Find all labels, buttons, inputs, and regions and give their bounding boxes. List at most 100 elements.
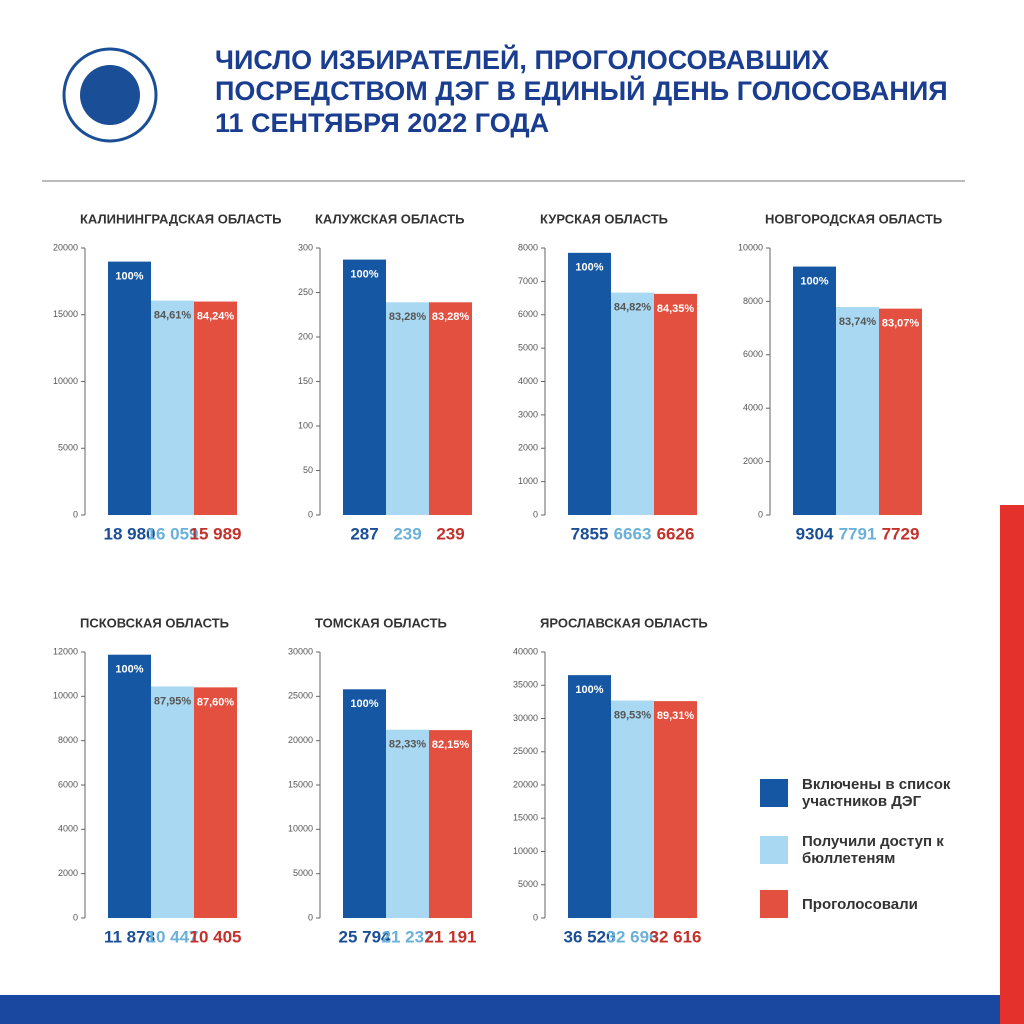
y-tick-label: 0 xyxy=(758,509,763,519)
percent-label: 100% xyxy=(575,684,603,696)
y-tick-label: 0 xyxy=(73,912,78,922)
bar xyxy=(151,686,194,918)
percent-label: 87,60% xyxy=(197,696,235,708)
y-tick-label: 100 xyxy=(298,420,313,430)
legend-label: Получили доступ к бюллетеням xyxy=(802,833,944,867)
bar xyxy=(151,300,194,515)
stripe xyxy=(1000,505,1024,1024)
value-label: 36 520 xyxy=(564,927,616,946)
bar xyxy=(611,700,654,918)
value-label: 9304 xyxy=(796,524,834,543)
y-tick-label: 2000 xyxy=(743,456,763,466)
bar xyxy=(879,308,922,515)
bar xyxy=(386,729,429,918)
y-tick-label: 8000 xyxy=(58,735,78,745)
y-tick-label: 20000 xyxy=(53,242,78,252)
y-tick-label: 40000 xyxy=(513,646,538,656)
percent-label: 83,74% xyxy=(839,316,877,328)
y-tick-label: 15000 xyxy=(513,813,538,823)
value-label: 32 696 xyxy=(607,927,659,946)
title-line: ЧИСЛО ИЗБИРАТЕЛЕЙ, ПРОГОЛОСОВАВШИХ xyxy=(215,44,829,75)
value-label: 10 447 xyxy=(147,927,199,946)
chart-title: ЯРОСЛАВСКАЯ ОБЛАСТЬ xyxy=(540,615,708,630)
value-label: 7791 xyxy=(839,524,877,543)
bar xyxy=(611,292,654,515)
value-label: 7729 xyxy=(882,524,920,543)
chart-title: НОВГОРОДСКАЯ ОБЛАСТЬ xyxy=(765,211,942,226)
y-tick-label: 5000 xyxy=(518,343,538,353)
y-tick-label: 5000 xyxy=(293,868,313,878)
y-tick-label: 7000 xyxy=(518,276,538,286)
y-tick-label: 8000 xyxy=(518,242,538,252)
bar xyxy=(343,259,386,515)
y-tick-label: 1000 xyxy=(518,476,538,486)
percent-label: 89,31% xyxy=(657,710,695,722)
legend-swatch xyxy=(760,779,788,807)
legend-label: Проголосовали xyxy=(802,895,918,913)
y-tick-label: 25000 xyxy=(288,691,313,701)
chart-title: ПСКОВСКАЯ ОБЛАСТЬ xyxy=(80,615,229,630)
value-label: 15 989 xyxy=(190,524,242,543)
bar xyxy=(568,675,611,918)
y-tick-label: 5000 xyxy=(518,879,538,889)
value-label: 239 xyxy=(393,524,421,543)
y-tick-label: 2000 xyxy=(58,868,78,878)
value-label: 10 405 xyxy=(190,927,242,946)
title-line: ПОСРЕДСТВОМ ДЭГ В ЕДИНЫЙ ДЕНЬ ГОЛОСОВАНИ… xyxy=(215,75,948,106)
bar xyxy=(793,266,836,515)
y-tick-label: 10000 xyxy=(53,376,78,386)
value-label: 25 794 xyxy=(339,927,392,946)
percent-label: 100% xyxy=(575,262,603,274)
percent-label: 83,28% xyxy=(389,311,427,323)
percent-label: 83,07% xyxy=(882,318,920,330)
chart-title: КАЛУЖСКАЯ ОБЛАСТЬ xyxy=(315,211,464,226)
value-label: 239 xyxy=(436,524,464,543)
y-tick-label: 15000 xyxy=(53,309,78,319)
value-label: 7855 xyxy=(571,524,609,543)
y-tick-label: 300 xyxy=(298,242,313,252)
y-tick-label: 2000 xyxy=(518,443,538,453)
bar xyxy=(194,687,237,918)
y-tick-label: 4000 xyxy=(58,824,78,834)
y-tick-label: 30000 xyxy=(513,713,538,723)
percent-label: 84,82% xyxy=(614,302,652,314)
percent-label: 84,61% xyxy=(154,310,192,322)
y-tick-label: 10000 xyxy=(738,242,763,252)
chart-title: ТОМСКАЯ ОБЛАСТЬ xyxy=(315,615,447,630)
percent-label: 100% xyxy=(800,275,828,287)
y-tick-label: 250 xyxy=(298,287,313,297)
y-tick-label: 10000 xyxy=(288,824,313,834)
value-label: 18 980 xyxy=(104,524,156,543)
legend-item: Получили доступ к бюллетеням xyxy=(760,833,990,867)
y-tick-label: 5000 xyxy=(58,443,78,453)
value-label: 32 616 xyxy=(650,927,702,946)
y-tick-label: 20000 xyxy=(513,779,538,789)
percent-label: 82,15% xyxy=(432,739,470,751)
value-label: 21 191 xyxy=(425,927,477,946)
y-tick-label: 200 xyxy=(298,331,313,341)
y-tick-label: 6000 xyxy=(743,349,763,359)
value-label: 11 878 xyxy=(104,927,155,946)
value-label: 16 059 xyxy=(147,524,199,543)
y-tick-label: 10000 xyxy=(513,846,538,856)
bar xyxy=(654,293,697,515)
percent-label: 100% xyxy=(115,664,143,676)
legend-item: Проголосовали xyxy=(760,890,990,918)
y-tick-label: 35000 xyxy=(513,680,538,690)
bar xyxy=(108,654,151,918)
stripe xyxy=(0,995,1000,1024)
bar xyxy=(194,301,237,515)
y-tick-label: 30000 xyxy=(288,646,313,656)
bar xyxy=(568,252,611,516)
bar xyxy=(654,701,697,918)
percent-label: 83,28% xyxy=(432,311,470,323)
percent-label: 87,95% xyxy=(154,695,192,707)
y-tick-label: 3000 xyxy=(518,409,538,419)
value-label: 6663 xyxy=(614,524,652,543)
logo xyxy=(62,47,158,143)
y-tick-label: 12000 xyxy=(53,646,78,656)
chart-title: КУРСКАЯ ОБЛАСТЬ xyxy=(540,211,668,226)
percent-label: 84,35% xyxy=(657,303,695,315)
bar xyxy=(108,261,151,515)
bar xyxy=(386,302,429,515)
